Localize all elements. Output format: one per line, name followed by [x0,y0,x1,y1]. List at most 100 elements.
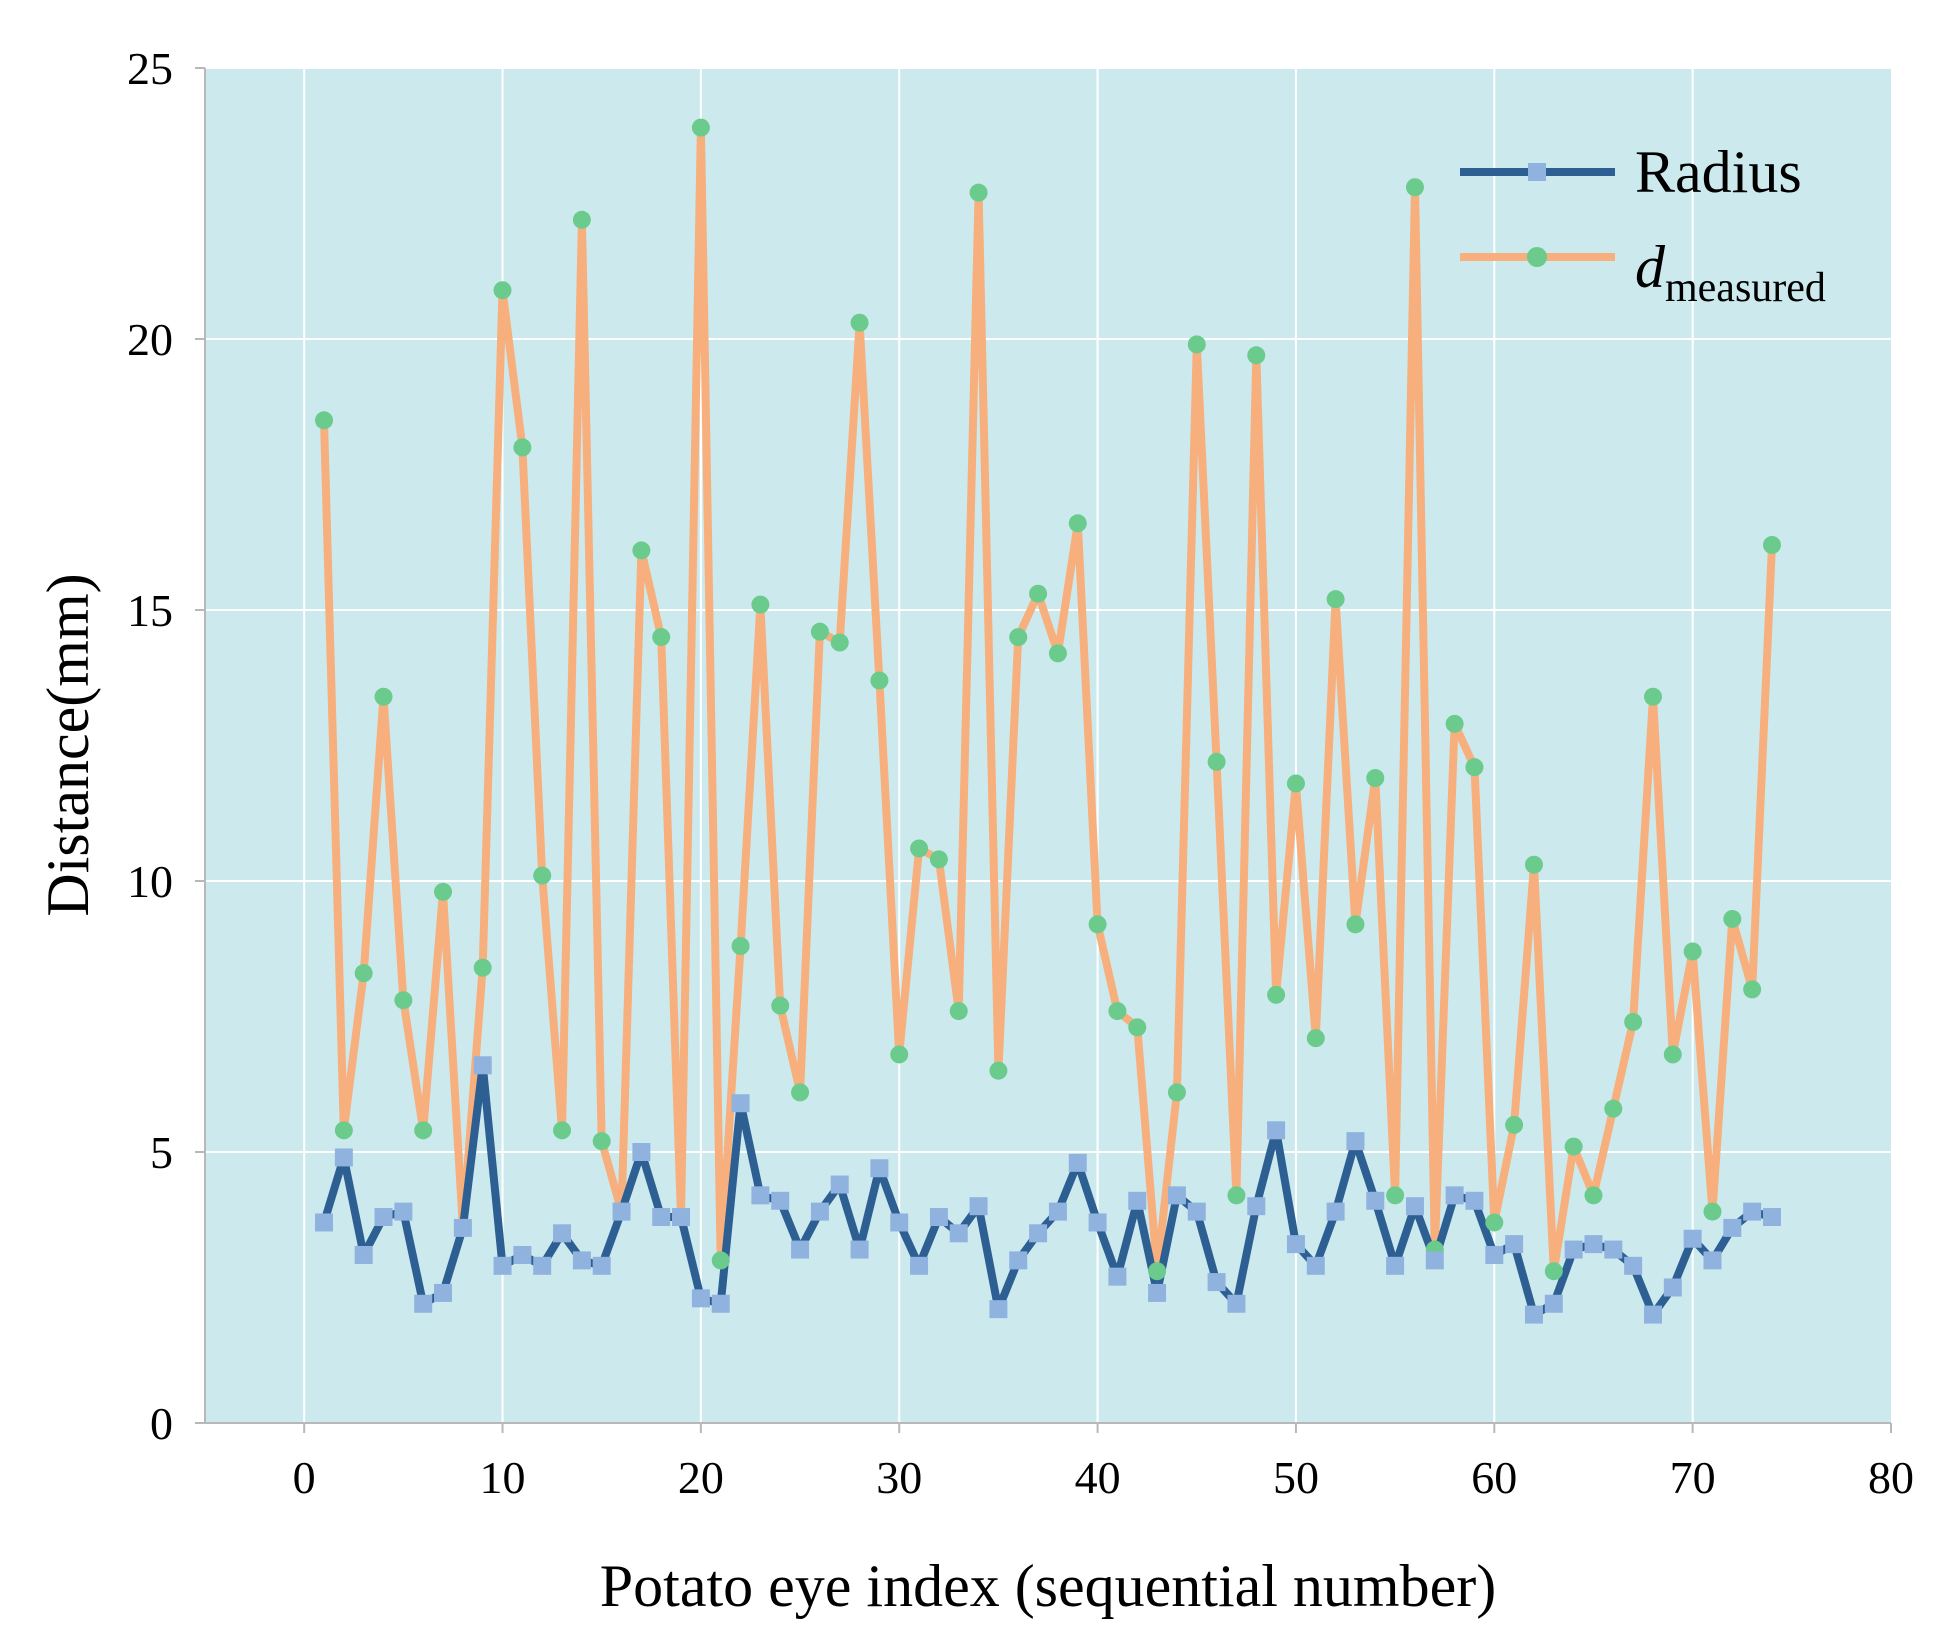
radius-point [1108,1267,1127,1286]
d-measured-point [949,1002,968,1021]
d-measured-point [890,1045,909,1064]
axes [195,67,1892,1433]
d-measured-point [1009,628,1028,647]
radius-point [1683,1229,1702,1248]
d-measured-point [751,595,770,614]
d-measured-point [830,633,849,652]
radius-point [1386,1256,1405,1275]
d-measured-point [1465,758,1484,777]
d-measured-point [1386,1186,1405,1205]
radius-point [1227,1294,1246,1313]
radius-point [572,1251,591,1270]
y-tick-label: 5 [150,1127,173,1178]
d-measured-point [394,991,413,1010]
radius-point [1743,1202,1762,1221]
d-measured-point [1306,1029,1325,1048]
x-tick-label: 70 [1670,1452,1716,1503]
d-measured-point [1405,178,1424,197]
radius-point [533,1256,552,1275]
radius-point [1148,1283,1167,1302]
radius-point [791,1240,810,1259]
d-measured-point [1723,909,1742,928]
d-measured-point [969,183,988,202]
y-tick-label: 15 [127,585,173,636]
legend-d-measured-marker [1527,247,1547,267]
d-measured-point [1544,1262,1563,1281]
d-measured-point [1703,1202,1722,1221]
radius-point [334,1148,353,1167]
radius-point [434,1283,453,1302]
d-measured-point [493,281,512,300]
d-measured-point [513,438,532,457]
x-tick-label: 0 [293,1452,316,1503]
radius-point [810,1202,829,1221]
radius-point [890,1213,909,1232]
legend-d-measured-label: dmeasured [1635,234,1826,311]
x-axis-title: Potato eye index (sequential number) [600,1553,1496,1619]
radius-point [711,1294,730,1313]
radius-point [632,1143,651,1161]
d-measured-point [1247,346,1266,365]
d-measured-point [553,1121,572,1140]
series-markers [315,118,1781,1324]
radius-point [1703,1251,1722,1270]
d-measured-point [810,622,829,641]
d-measured-point [1663,1045,1682,1064]
d-measured-point [334,1121,353,1140]
y-axis-title: Distance(mm) [35,573,101,916]
radius-point [1128,1191,1147,1210]
d-measured-point [691,118,710,137]
d-measured-point [1445,714,1464,733]
radius-point [394,1202,413,1221]
d-measured-point [1366,769,1385,788]
radius-point [1326,1202,1345,1221]
x-tick-label: 80 [1868,1452,1914,1503]
radius-point [949,1224,968,1243]
radius-point [1425,1251,1444,1270]
d-measured-point [592,1132,611,1151]
d-measured-point [1624,1012,1643,1031]
legend: Radius dmeasured [1460,139,1826,311]
x-tick-label: 50 [1273,1452,1319,1503]
radius-point [1366,1191,1385,1210]
d-measured-point [414,1121,433,1140]
legend-radius-marker [1528,163,1546,181]
radius-point [1286,1235,1305,1254]
radius-point [1624,1256,1643,1275]
d-measured-point [1485,1213,1504,1232]
radius-point [1207,1273,1226,1292]
legend-item-radius: Radius [1460,139,1802,205]
radius-point [1465,1191,1484,1210]
d-measured-point [1048,644,1067,663]
d-measured-point [434,882,453,901]
x-tick-label: 10 [480,1452,526,1503]
d-measured-point [791,1083,810,1102]
radius-point [1068,1153,1087,1172]
d-measured-point [910,839,929,858]
radius-point [1306,1256,1325,1275]
radius-point [969,1197,988,1216]
d-measured-point [354,964,373,983]
y-tick-label: 10 [127,856,173,907]
d-measured-point [771,996,790,1015]
radius-point [771,1191,790,1210]
d-measured-point [1762,535,1781,554]
radius-point [1445,1186,1464,1205]
d-measured-point [1346,915,1365,934]
radius-point [513,1245,532,1264]
legend-item-d-measured: dmeasured [1460,234,1826,311]
d-measured-point [1207,752,1226,771]
radius-point [1029,1224,1048,1243]
radius-point [1505,1235,1524,1254]
legend-d-subscript: measured [1665,265,1826,311]
radius-point [672,1208,691,1227]
radius-point [1088,1213,1107,1232]
radius-point [1267,1121,1286,1140]
radius-point [1544,1294,1563,1313]
y-tick-label: 20 [127,314,173,365]
radius-point [910,1256,929,1275]
series-line-d-measured [320,123,1776,1276]
radius-point [1762,1208,1781,1227]
radius-point [691,1289,710,1308]
radius-point [850,1240,869,1259]
